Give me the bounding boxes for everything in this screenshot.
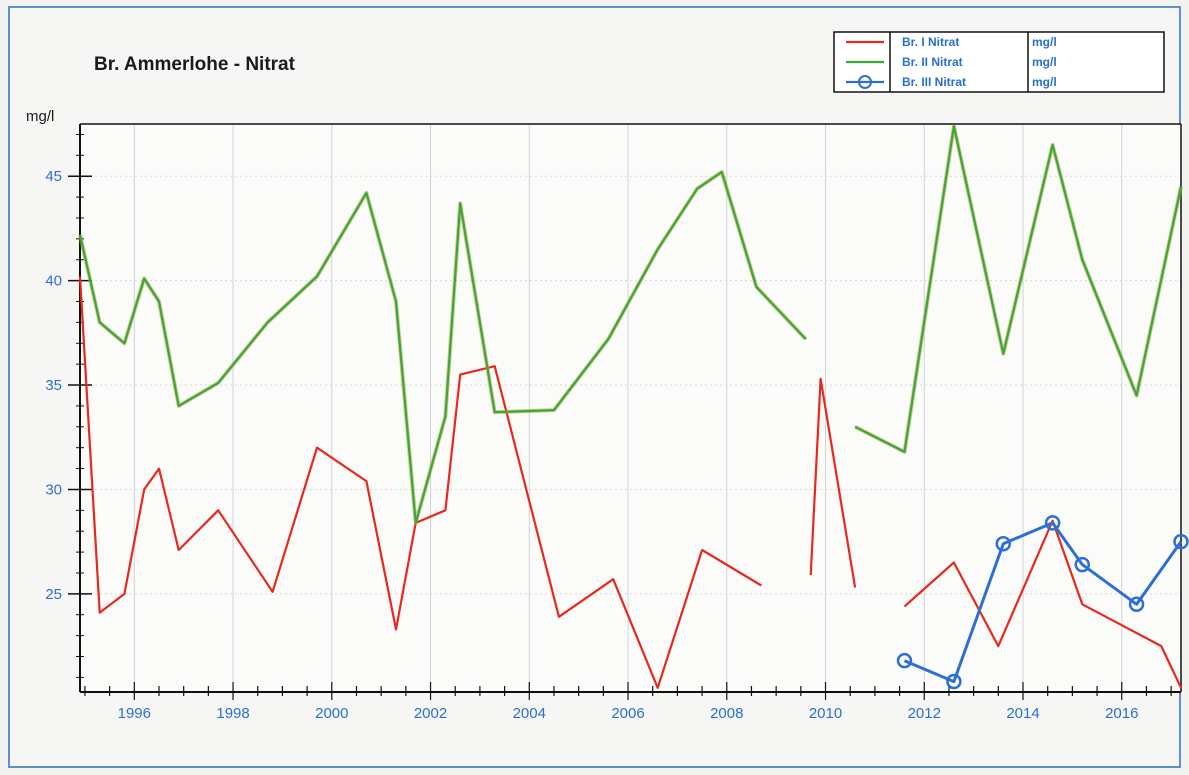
plot-area [80,124,1181,692]
series-point [1173,533,1189,550]
axes: 25 30 35 40 45 1996 1998 2000 2002 2004 2006 2008 20… [45,123,1182,722]
x-tick-label: 2002 [414,705,447,722]
legend-series-name: Br. I Nitrat [902,35,959,49]
x-tick-label: 2008 [710,705,743,722]
legend: Br. I Nitrat mg/l Br. II Nitrat mg/l Br. III… [833,31,1165,93]
series-lines [78,124,1189,690]
series-point [1044,515,1061,531]
x-tick-label: 1998 [216,705,249,722]
series-line [78,170,807,525]
legend-series-unit: mg/l [1032,55,1057,69]
chart-title: Br. Ammerlohe - Nitrat [94,54,296,75]
legend-series-name: Br. III Nitrat [902,75,966,89]
x-tick-label: 2016 [1105,705,1138,722]
series-point [946,673,962,690]
series-point [1074,556,1091,573]
y-tick-label: 40 [45,273,62,290]
series-point [896,652,913,669]
series-line [809,377,857,588]
x-tick-label: 2014 [1006,705,1039,722]
legend-series-unit: mg/l [1032,35,1057,49]
x-tick-label: 1996 [118,705,151,722]
x-tick-label: 2006 [611,705,644,722]
y-axis-unit-label: mg/l [26,108,54,125]
x-tick-label: 2004 [513,705,546,722]
series-line [903,521,1183,684]
legend-marker [858,75,872,89]
legend-series-unit: mg/l [1032,75,1057,89]
x-tick-label: 2012 [908,705,941,722]
x-tick-label: 2010 [809,705,842,722]
legend-box [833,31,1165,93]
y-tick-label: 45 [45,168,62,185]
series-point [995,535,1012,552]
series-line [854,124,1183,453]
y-tick-label: 25 [45,586,62,603]
y-tick-label: 30 [45,481,62,498]
y-tick-label: 35 [45,377,62,394]
series-point [1128,596,1145,613]
x-tick-label: 2000 [315,705,348,722]
series-line [78,276,762,689]
grid-lines [80,124,1181,692]
series-line [903,519,1182,689]
legend-series-name: Br. II Nitrat [902,55,963,69]
